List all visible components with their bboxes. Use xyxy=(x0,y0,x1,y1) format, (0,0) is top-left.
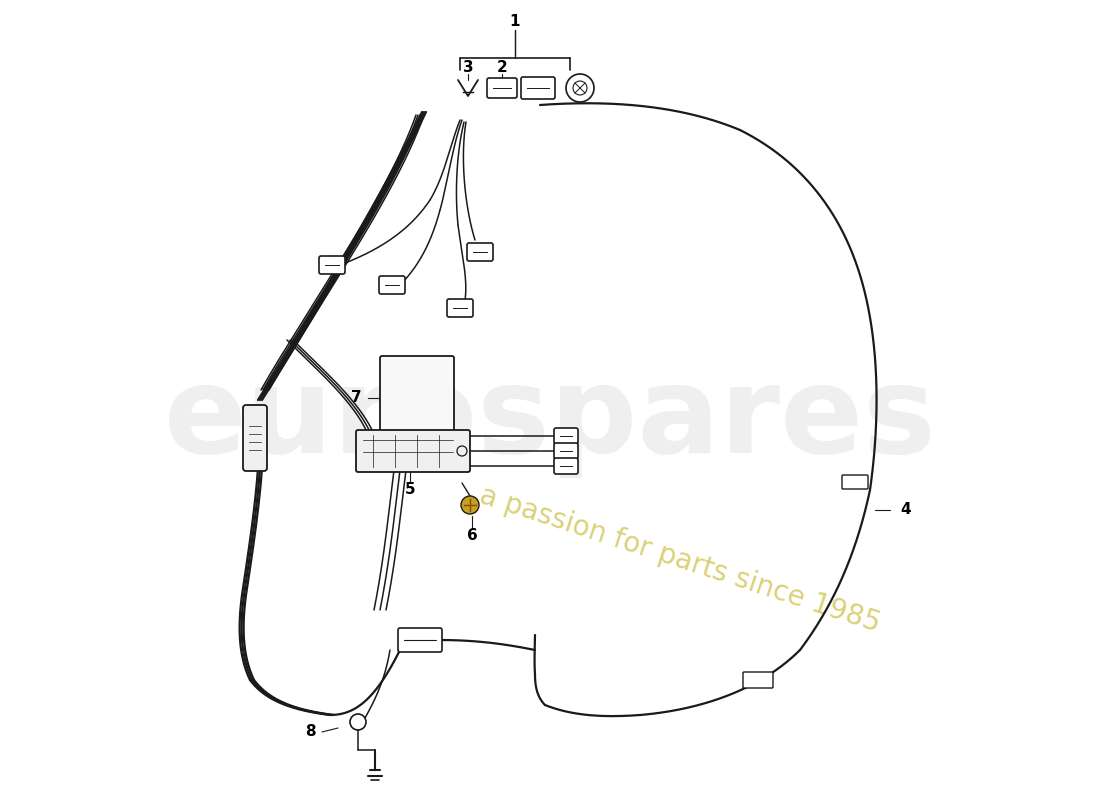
FancyBboxPatch shape xyxy=(356,430,470,472)
Text: 6: 6 xyxy=(466,527,477,542)
Text: 7: 7 xyxy=(351,390,362,406)
FancyBboxPatch shape xyxy=(379,356,454,432)
FancyBboxPatch shape xyxy=(554,428,578,444)
FancyBboxPatch shape xyxy=(398,628,442,652)
Circle shape xyxy=(461,496,478,514)
FancyBboxPatch shape xyxy=(447,299,473,317)
Text: 4: 4 xyxy=(900,502,911,518)
FancyBboxPatch shape xyxy=(554,458,578,474)
Text: a passion for parts since 1985: a passion for parts since 1985 xyxy=(476,482,884,638)
FancyBboxPatch shape xyxy=(742,672,773,688)
Text: 3: 3 xyxy=(463,61,473,75)
FancyBboxPatch shape xyxy=(379,276,405,294)
FancyBboxPatch shape xyxy=(842,475,868,489)
FancyBboxPatch shape xyxy=(521,77,556,99)
Text: 8: 8 xyxy=(306,725,316,739)
Text: 5: 5 xyxy=(405,482,416,498)
Text: 1: 1 xyxy=(509,14,520,30)
Text: eurospares: eurospares xyxy=(164,362,936,478)
Text: 2: 2 xyxy=(496,61,507,75)
FancyBboxPatch shape xyxy=(243,405,267,471)
FancyBboxPatch shape xyxy=(468,243,493,261)
FancyBboxPatch shape xyxy=(487,78,517,98)
FancyBboxPatch shape xyxy=(554,443,578,459)
FancyBboxPatch shape xyxy=(319,256,345,274)
